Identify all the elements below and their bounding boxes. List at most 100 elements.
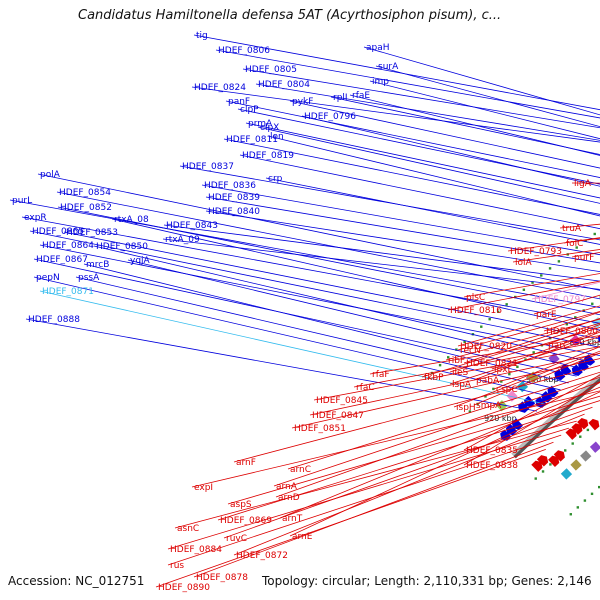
gc-dot <box>531 281 534 284</box>
gc-dot <box>484 395 487 398</box>
reverse-gene-arrow <box>577 418 589 430</box>
reverse-gene-label: pabA <box>476 376 500 386</box>
reverse-gene-label: HDEF_0793 <box>510 247 562 257</box>
gc-dot <box>524 358 527 361</box>
label-leader <box>191 390 600 488</box>
label-leader <box>531 281 600 300</box>
forward-gene-label: HDEF_0836 <box>204 181 256 191</box>
forward-gene-arrow <box>577 359 589 371</box>
label-leader <box>245 122 600 199</box>
gc-dot <box>591 302 594 305</box>
forward-gene-label: HDEF_0864 <box>42 241 94 251</box>
reverse-gene-arrow <box>565 428 577 440</box>
reverse-gene-label: HDEF_0821 <box>466 359 518 369</box>
forward-gene-label: surA <box>378 62 399 72</box>
reverse-gene-label: rus <box>170 561 184 571</box>
gc-dot <box>565 323 569 326</box>
gc-dot <box>586 428 590 432</box>
reverse-gene-arrow <box>588 418 600 431</box>
reverse-gene-arrow <box>571 423 583 435</box>
label-leader <box>363 46 600 116</box>
label-leader <box>163 224 600 282</box>
reverse-gene-label: HDEF_0838 <box>466 461 518 471</box>
label-leader <box>255 83 600 141</box>
label-leader <box>369 335 600 375</box>
label-leader <box>167 434 562 566</box>
forward-gene-label: HDEF_0853 <box>66 228 118 238</box>
forward-gene-label: HDEF_0843 <box>166 221 218 231</box>
reverse-gene-label: folC <box>566 239 583 249</box>
label-leader <box>453 350 600 408</box>
reverse-gene-label: HDEF_0800 <box>546 327 598 337</box>
reverse-gene-label: HDEF_0797 <box>534 295 586 305</box>
kbp-tick-label: 900 kbp <box>526 375 559 384</box>
label-leader <box>491 330 600 370</box>
reverse-gene-label: arnE <box>292 532 313 542</box>
gc-dot <box>522 288 526 291</box>
forward-gene-arrow <box>524 395 536 408</box>
forward-gene-label: rplI <box>333 93 348 103</box>
forward-gene-label: HDEF_0852 <box>60 203 112 213</box>
label-leader <box>174 420 577 529</box>
forward-gene-label: purL <box>12 196 32 206</box>
label-leader <box>313 346 600 401</box>
reverse-gene-label: rfaF <box>372 370 390 380</box>
reverse-gene-label: asnC <box>177 524 199 534</box>
forward-gene-label: crp <box>268 174 283 184</box>
forward-gene-label: HDEF_0854 <box>59 188 111 198</box>
forward-gene-label: imp <box>372 77 389 87</box>
forward-gene-arrow <box>505 423 518 436</box>
feature-block <box>496 400 508 412</box>
label-leader <box>457 310 600 351</box>
gc-dot <box>549 463 552 466</box>
label-leader <box>37 173 600 291</box>
reverse-gene-label: HDEF_0816 <box>450 306 502 316</box>
forward-gene-label: HDEF_0865 <box>32 227 84 237</box>
gc-dot <box>564 449 567 452</box>
gc-dot <box>590 492 594 496</box>
label-leader <box>275 381 600 498</box>
forward-gene-label: prmA <box>248 119 273 129</box>
label-leader <box>179 165 600 241</box>
label-leader <box>242 68 600 129</box>
reverse-gene-label: arnT <box>282 514 303 524</box>
reverse-gene-label: rfaC <box>356 383 375 393</box>
reverse-gene-label: aspS <box>230 500 252 510</box>
reverse-gene-label: HDEF_0890 <box>158 583 210 593</box>
forward-gene-label: HDEF_0839 <box>208 193 260 203</box>
label-leader <box>33 258 577 377</box>
reverse-gene-label: HDEF_0884 <box>170 545 222 555</box>
label-leader <box>75 276 561 391</box>
gc-dot <box>500 380 503 383</box>
label-leader <box>201 184 600 256</box>
gc-dot <box>496 310 500 313</box>
label-leader <box>29 230 600 348</box>
reverse-gene-label: HDEF_0847 <box>312 411 364 421</box>
label-leader <box>353 341 600 388</box>
gc-dot <box>579 435 582 438</box>
label-leader <box>291 358 600 429</box>
forward-gene-label: HDEF_0806 <box>218 46 270 56</box>
label-leader <box>447 280 600 311</box>
reverse-gene-label: lspA <box>452 380 472 390</box>
gc-dot <box>593 232 596 236</box>
label-leader <box>205 210 600 273</box>
gc-dot <box>574 316 577 319</box>
gc-dot <box>576 506 580 509</box>
label-leader <box>512 249 600 263</box>
forward-gene-arrow <box>571 364 583 376</box>
reverse-gene-label: arnF <box>236 458 256 468</box>
reverse-gene-label: HDEF_0851 <box>294 424 346 434</box>
gc-dot <box>557 260 561 263</box>
label-leader <box>533 294 600 315</box>
forward-gene-label: panF <box>228 97 250 107</box>
gc-dot <box>480 325 483 328</box>
label-leader <box>233 413 585 556</box>
feature-block <box>589 441 600 453</box>
label-leader <box>543 311 600 332</box>
label-leader <box>421 322 600 378</box>
gc-dot <box>508 372 511 376</box>
label-leader <box>205 196 600 264</box>
map-title: Candidatus Hamiltonella defensa 5AT (Acy… <box>78 8 502 23</box>
